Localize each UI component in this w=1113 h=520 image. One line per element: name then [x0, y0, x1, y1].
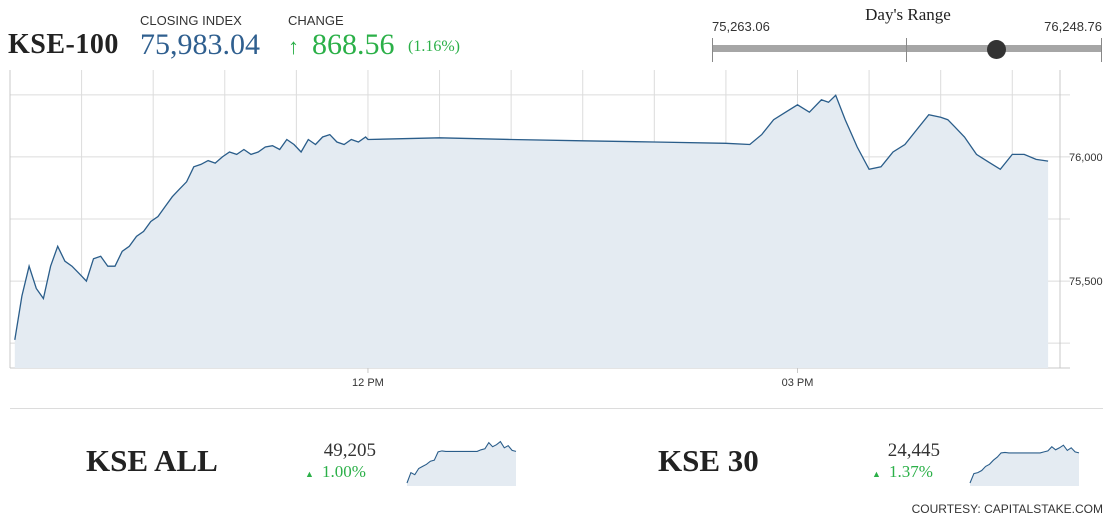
- kse-all-change: 1.00%: [322, 462, 366, 481]
- days-range-high: 76,248.76: [1044, 19, 1102, 34]
- y-tick-label: 75,500: [1069, 276, 1103, 288]
- range-tick-middle: [906, 38, 907, 62]
- section-divider: [10, 408, 1103, 409]
- kse30-sparkline: [969, 444, 1080, 486]
- kse-all-value: 49,205: [323, 440, 376, 461]
- kse30-name: KSE 30: [658, 443, 759, 478]
- days-range-bar: [712, 45, 1102, 52]
- courtesy-credit: COURTESY: CAPITALSTAKE.COM: [911, 502, 1103, 516]
- main-chart: 12 PM 03 PM 75,500 76,000: [9, 70, 1103, 389]
- x-tick-label: 12 PM: [352, 377, 384, 389]
- arrow-up-icon: ▲: [305, 469, 314, 479]
- kse30-change: 1.37%: [889, 462, 933, 481]
- sparkline-area: [970, 445, 1079, 486]
- days-range-marker: [987, 40, 1007, 59]
- change-percent: (1.16%): [408, 38, 460, 55]
- days-range-title: Day's Range: [865, 5, 951, 24]
- y-tick-label: 76,000: [1069, 152, 1103, 164]
- arrow-up-icon: ↑: [288, 34, 299, 59]
- kse100-area-fill: [14, 95, 1049, 369]
- sparkline-area: [407, 441, 516, 486]
- arrow-up-icon: ▲: [872, 469, 881, 479]
- sparkline-line: [969, 444, 1080, 484]
- closing-index-label: CLOSING INDEX: [140, 13, 242, 28]
- sparkline-line: [406, 440, 517, 484]
- change-value: 868.56: [312, 28, 395, 61]
- change-label: CHANGE: [288, 13, 344, 28]
- index-title: KSE-100: [8, 29, 119, 60]
- range-tick-right: [1101, 38, 1102, 62]
- kse-all-sparkline: [406, 440, 517, 486]
- closing-index-value: 75,983.04: [140, 28, 260, 61]
- kse30-value: 24,445: [887, 440, 940, 461]
- kse100-line: [14, 94, 1049, 341]
- range-tick-left: [712, 38, 713, 62]
- kse-all-name: KSE ALL: [86, 443, 218, 478]
- x-tick-label: 03 PM: [782, 377, 814, 389]
- days-range-low: 75,263.06: [712, 19, 770, 34]
